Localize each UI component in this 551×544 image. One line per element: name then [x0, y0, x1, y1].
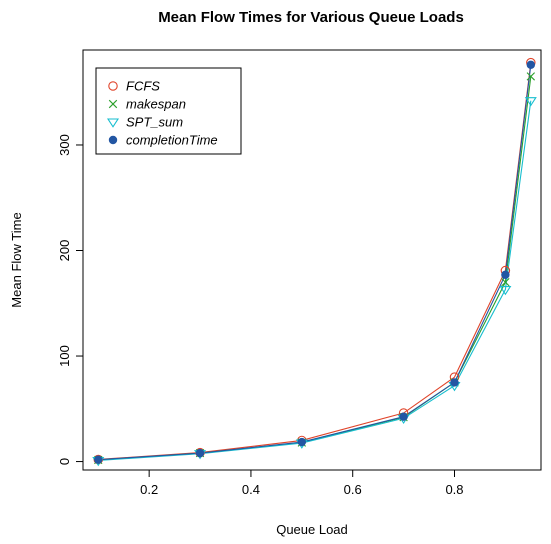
legend-marker-spt_sum [106, 118, 120, 128]
legend-label: makespan [126, 97, 186, 112]
legend-marker-fcfs [108, 81, 118, 91]
data-point-spt_sum [524, 97, 537, 107]
data-point-completiontime [297, 437, 307, 447]
x-axis-label: Queue Load [276, 522, 348, 537]
data-point-completiontime [195, 448, 205, 458]
y-tick-label: 0 [57, 458, 72, 465]
legend-marker-makespan [108, 99, 118, 109]
x-tick-label: 0.6 [344, 482, 362, 497]
x-tick-label: 0.4 [242, 482, 260, 497]
legend: FCFS makespan SPT_sum completionTime [95, 67, 242, 155]
series-points [92, 57, 537, 467]
y-tick-label: 100 [57, 345, 72, 367]
y-tick-label: 200 [57, 240, 72, 262]
y-tick-label: 300 [57, 134, 72, 156]
x-tick-label: 0.8 [445, 482, 463, 497]
x-tick-label: 0.2 [140, 482, 158, 497]
chart-title: Mean Flow Times for Various Queue Loads [158, 9, 464, 26]
series-line-spt_sum [98, 100, 532, 462]
data-point-completiontime [501, 270, 510, 279]
legend-marker-completiontime [108, 135, 118, 145]
legend-label: SPT_sum [126, 115, 183, 130]
data-point-makespan [526, 72, 536, 81]
data-point-makespan [501, 277, 510, 287]
data-point-completiontime [450, 378, 459, 387]
y-axis: 0 100 200 300 [57, 134, 84, 465]
data-point-completiontime [526, 60, 536, 69]
data-point-spt_sum [499, 285, 512, 296]
x-axis: 0.2 0.4 0.6 0.8 [140, 469, 464, 497]
data-point-completiontime [399, 412, 408, 421]
legend-box [95, 67, 242, 155]
legend-label: completionTime [126, 133, 218, 148]
legend-label: FCFS [126, 79, 160, 94]
y-axis-label: Mean Flow Time [9, 212, 24, 307]
data-point-completiontime [94, 455, 103, 464]
